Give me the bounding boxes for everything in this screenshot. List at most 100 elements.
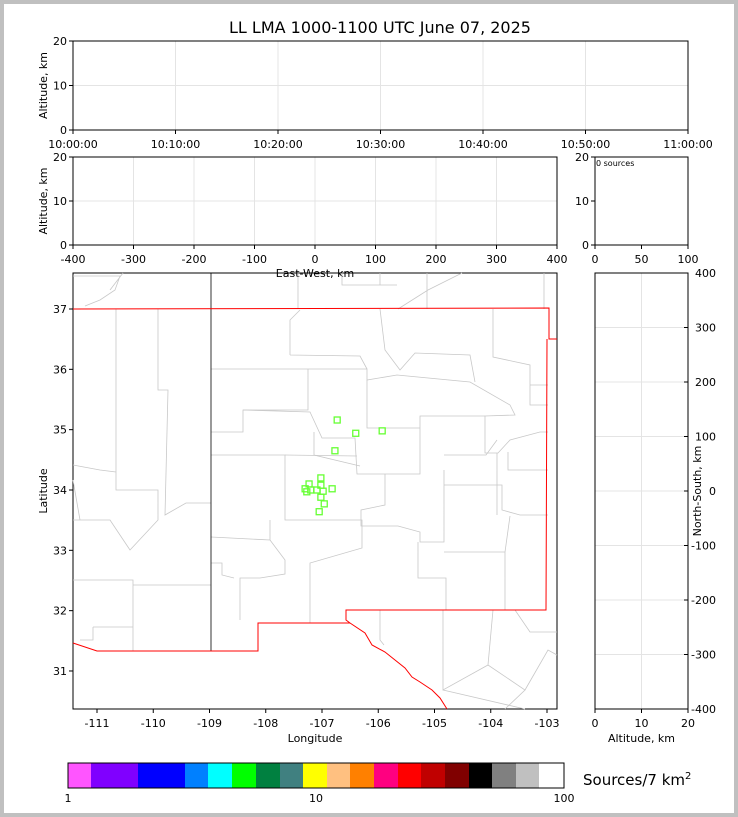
y-tick-label: 20 bbox=[575, 151, 589, 164]
source-marker bbox=[328, 485, 336, 493]
colorbar-swatch bbox=[232, 763, 256, 788]
x-tick-label: 10 bbox=[635, 717, 649, 730]
x-tick-label: -103 bbox=[535, 717, 560, 730]
x-tick-label: 200 bbox=[426, 253, 447, 266]
colorbar-swatch bbox=[280, 763, 303, 788]
source-count-annotation: 0 sources bbox=[596, 159, 634, 168]
y-tick-label: -400 bbox=[691, 703, 716, 716]
x-axis-label: Altitude, km bbox=[608, 732, 675, 745]
x-tick-label: 100 bbox=[365, 253, 386, 266]
colorbar-swatch bbox=[303, 763, 327, 788]
y-tick-label: 200 bbox=[695, 376, 716, 389]
y-tick-label: 35 bbox=[53, 424, 67, 437]
y-tick-label: -300 bbox=[691, 649, 716, 662]
figure-title: LL LMA 1000-1100 UTC June 07, 2025 bbox=[229, 18, 531, 37]
source-marker bbox=[303, 488, 311, 496]
x-tick-label: -400 bbox=[61, 253, 86, 266]
y-tick-label: 0 bbox=[582, 239, 589, 252]
x-tick-label: 11:00:00 bbox=[663, 138, 712, 151]
y-tick-label: 33 bbox=[53, 544, 67, 557]
x-tick-label: 20 bbox=[681, 717, 695, 730]
source-marker bbox=[333, 416, 341, 424]
x-tick-label: -106 bbox=[366, 717, 391, 730]
source-marker bbox=[331, 447, 339, 455]
y-tick-label: 100 bbox=[695, 431, 716, 444]
colorbar-swatch bbox=[469, 763, 492, 788]
x-tick-label: -100 bbox=[242, 253, 267, 266]
colorbar-swatch bbox=[421, 763, 445, 788]
figure-background bbox=[4, 4, 734, 813]
panel-time-altitude: 10:00:00 10:10:00 10:20:00 10:30:00 10:40:00… bbox=[37, 35, 713, 151]
y-axis-label: North-South, km bbox=[691, 446, 704, 537]
source-marker bbox=[378, 427, 386, 435]
y-tick-label: -200 bbox=[691, 594, 716, 607]
colorbar-swatch bbox=[492, 763, 516, 788]
y-tick-label: 0 bbox=[709, 485, 716, 498]
x-tick-label: -110 bbox=[141, 717, 166, 730]
x-tick-label: -111 bbox=[85, 717, 110, 730]
colorbar-swatch bbox=[350, 763, 374, 788]
colorbar-swatch bbox=[208, 763, 232, 788]
colorbar-swatch bbox=[138, 763, 185, 788]
x-tick-label: -300 bbox=[121, 253, 146, 266]
colorbar-swatch bbox=[516, 763, 539, 788]
colorbar-tick-label: 1 bbox=[65, 792, 72, 805]
x-tick-label: -200 bbox=[182, 253, 207, 266]
colorbar-frame bbox=[67, 762, 565, 789]
source-marker bbox=[352, 429, 360, 437]
x-axis-label: Longitude bbox=[288, 732, 343, 745]
y-tick-label: 31 bbox=[53, 665, 67, 678]
x-tick-label: 300 bbox=[486, 253, 507, 266]
y-tick-label: 20 bbox=[53, 151, 67, 164]
panel-plan-view: -111 -110 -109 -108 -107 -106 -105 -104 -103 31 32… bbox=[37, 272, 560, 745]
x-tick-label: 10:40:00 bbox=[458, 138, 507, 151]
axes-frame bbox=[72, 272, 558, 710]
source-marker bbox=[315, 508, 323, 516]
x-tick-label: -105 bbox=[422, 717, 447, 730]
source-marker bbox=[317, 474, 325, 482]
colorbar-swatch bbox=[374, 763, 398, 788]
x-tick-label: 10:30:00 bbox=[356, 138, 405, 151]
x-tick-label: -108 bbox=[253, 717, 278, 730]
x-tick-label: 10:00:00 bbox=[48, 138, 97, 151]
panel-east-west-altitude: -400 -300 -200 -100 0 100 200 300 40001020East-W… bbox=[37, 151, 568, 280]
y-tick-label: 32 bbox=[53, 605, 67, 618]
y-axis-label: Altitude, km bbox=[37, 52, 50, 119]
y-tick-label: 10 bbox=[53, 80, 67, 93]
x-tick-label: -104 bbox=[478, 717, 503, 730]
colorbar-swatch bbox=[91, 763, 138, 788]
y-tick-label: 400 bbox=[695, 267, 716, 280]
y-tick-label: 300 bbox=[695, 322, 716, 335]
x-tick-label: 400 bbox=[547, 253, 568, 266]
source-marker bbox=[320, 500, 328, 508]
x-tick-label: 10:50:00 bbox=[561, 138, 610, 151]
panel-altitude-histogram: 0 50 100 0 10 20 0 sources bbox=[575, 151, 699, 266]
x-tick-label: -109 bbox=[197, 717, 222, 730]
x-tick-label: 0 bbox=[592, 253, 599, 266]
colorbar-swatch bbox=[539, 763, 564, 788]
colorbar-swatch bbox=[398, 763, 421, 788]
colorbar-swatch bbox=[68, 763, 91, 788]
y-tick-label: 0 bbox=[60, 124, 67, 137]
y-tick-label: 34 bbox=[53, 484, 67, 497]
panel-altitude-north-south: 0 10 20 400 300 200 100 0 -100 -200 -300 -400 Altitu… bbox=[592, 267, 717, 745]
colorbar-swatch bbox=[445, 763, 469, 788]
y-tick-label: 20 bbox=[53, 35, 67, 48]
y-tick-label: -100 bbox=[691, 540, 716, 553]
x-tick-label: 0 bbox=[312, 253, 319, 266]
colorbar-tick-label: 100 bbox=[554, 792, 575, 805]
colorbar: 1 10 100 bbox=[65, 762, 575, 805]
y-axis-label: Latitude bbox=[37, 468, 50, 514]
colorbar-label: Sources/7 km2 bbox=[583, 771, 691, 789]
colorbar-swatch bbox=[256, 763, 280, 788]
y-tick-label: 36 bbox=[53, 363, 67, 376]
y-tick-label: 37 bbox=[53, 303, 67, 316]
y-axis-label: Altitude, km bbox=[37, 167, 50, 234]
colorbar-swatch bbox=[185, 763, 208, 788]
y-tick-label: 10 bbox=[575, 195, 589, 208]
x-tick-label: 0 bbox=[592, 717, 599, 730]
colorbar-swatch bbox=[327, 763, 350, 788]
x-tick-label: 10:10:00 bbox=[151, 138, 200, 151]
colorbar-tick-label: 10 bbox=[309, 792, 323, 805]
